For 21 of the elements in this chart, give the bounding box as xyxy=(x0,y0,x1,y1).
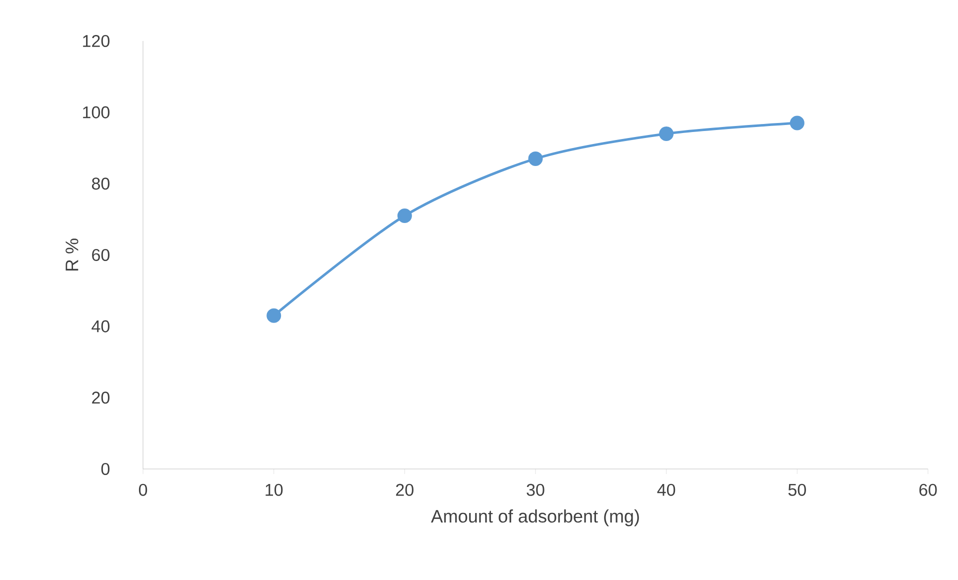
y-tick-label: 120 xyxy=(83,34,110,48)
point xyxy=(397,208,412,224)
x-tick-label: 20 xyxy=(396,484,414,496)
y-tick-label: 100 xyxy=(83,106,110,118)
x-tick-label: 40 xyxy=(657,484,676,496)
x-tick-label: 30 xyxy=(526,484,544,496)
x-tick-label: 60 xyxy=(919,484,937,496)
point xyxy=(659,126,674,141)
y-tick-label: 0 xyxy=(101,462,110,476)
y-tick-label: 20 xyxy=(92,392,110,404)
point xyxy=(528,151,543,166)
x-tick-label: 10 xyxy=(266,484,283,496)
x-tick-label: 0 xyxy=(138,484,148,496)
y-tick-label: 80 xyxy=(92,178,110,190)
x-axis-title: Amount of adsorbent (mg) xyxy=(430,509,639,526)
point xyxy=(790,116,804,130)
y-tick-label: 40 xyxy=(92,320,110,332)
point xyxy=(266,308,282,323)
y-axis-title: R % xyxy=(66,238,78,271)
x-tick-label: 50 xyxy=(788,484,806,496)
y-tick-label: 60 xyxy=(92,248,110,262)
